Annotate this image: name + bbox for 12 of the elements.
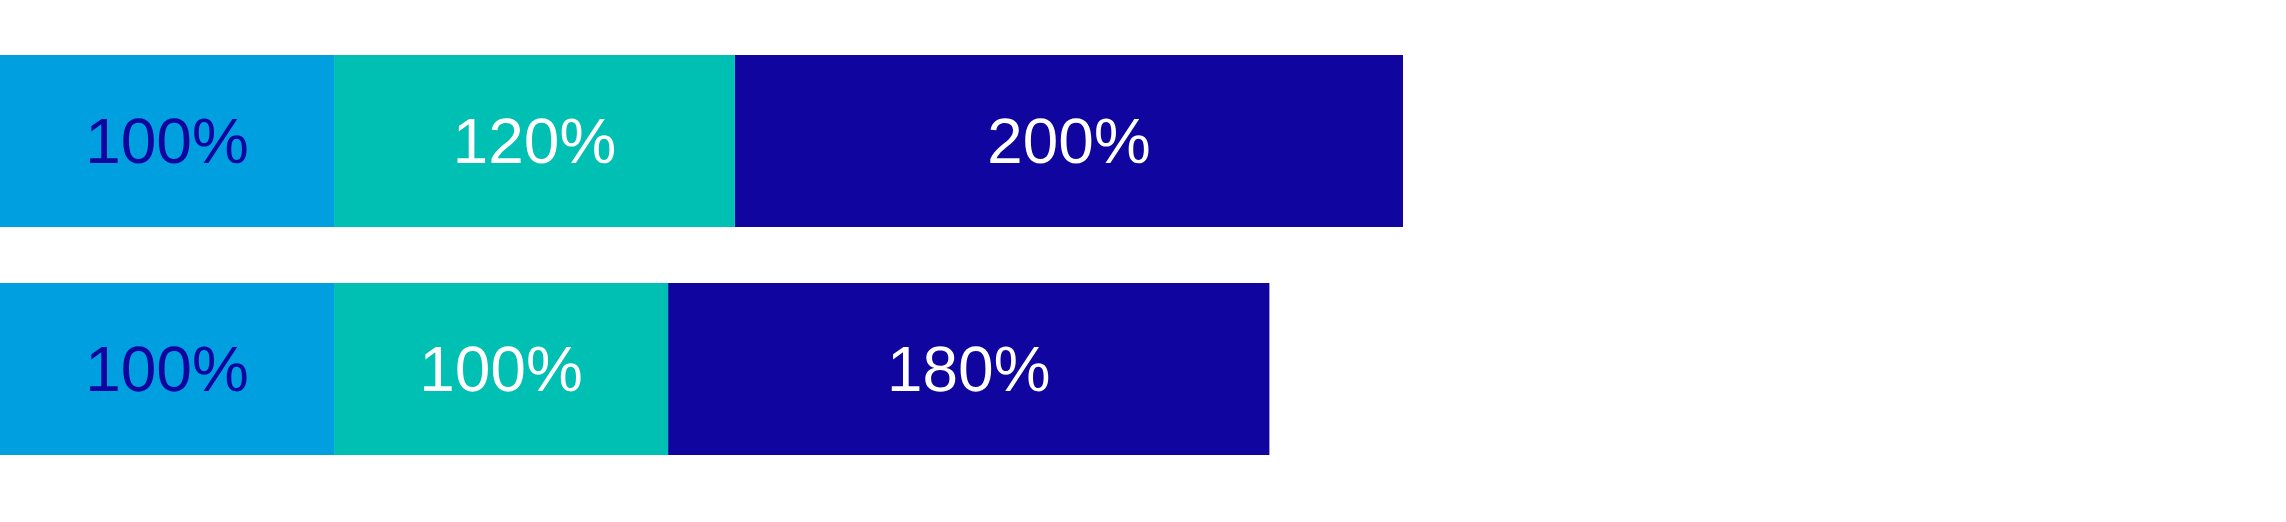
- bar: [0, 283, 335, 455]
- bar: [334, 283, 669, 455]
- data-label: 120%: [457, 118, 615, 164]
- data-label: 100%: [90, 118, 247, 164]
- bar: [668, 283, 1270, 455]
- bar: [734, 54, 1404, 227]
- data-label: 200%: [990, 118, 1149, 164]
- data-label: 100%: [90, 346, 247, 392]
- bar: [0, 54, 335, 227]
- data-label: 100%: [424, 346, 581, 392]
- bar: [334, 54, 735, 227]
- data-label: 180%: [891, 346, 1049, 392]
